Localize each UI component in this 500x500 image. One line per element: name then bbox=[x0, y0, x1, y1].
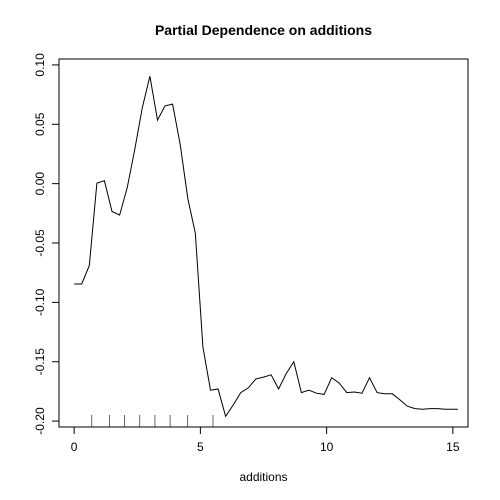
y-tick-label: 0.00 bbox=[33, 172, 47, 196]
plot-area-frame bbox=[58, 58, 469, 428]
x-tick-label: 5 bbox=[197, 440, 204, 454]
y-tick-label: -0.20 bbox=[33, 407, 47, 435]
series-layer bbox=[74, 76, 458, 418]
partial-dependence-line bbox=[74, 76, 458, 418]
y-tick-label: -0.15 bbox=[33, 348, 47, 376]
y-tick-label: -0.05 bbox=[33, 229, 47, 257]
x-tick-label: 15 bbox=[446, 440, 460, 454]
chart-title: Partial Dependence on additions bbox=[155, 22, 372, 38]
y-tick-label: 0.05 bbox=[33, 112, 47, 136]
rug-layer bbox=[91, 415, 214, 427]
y-tick-label: 0.10 bbox=[33, 53, 47, 77]
x-axis-label: additions bbox=[239, 470, 287, 484]
x-tick-label: 10 bbox=[320, 440, 334, 454]
y-tick-label: -0.10 bbox=[33, 288, 47, 316]
x-axis: 0 5 10 15 bbox=[71, 426, 460, 454]
y-axis: -0.20 -0.15 -0.10 -0.05 0.00 0.05 0.10 bbox=[33, 53, 60, 435]
x-tick-label: 0 bbox=[71, 440, 78, 454]
